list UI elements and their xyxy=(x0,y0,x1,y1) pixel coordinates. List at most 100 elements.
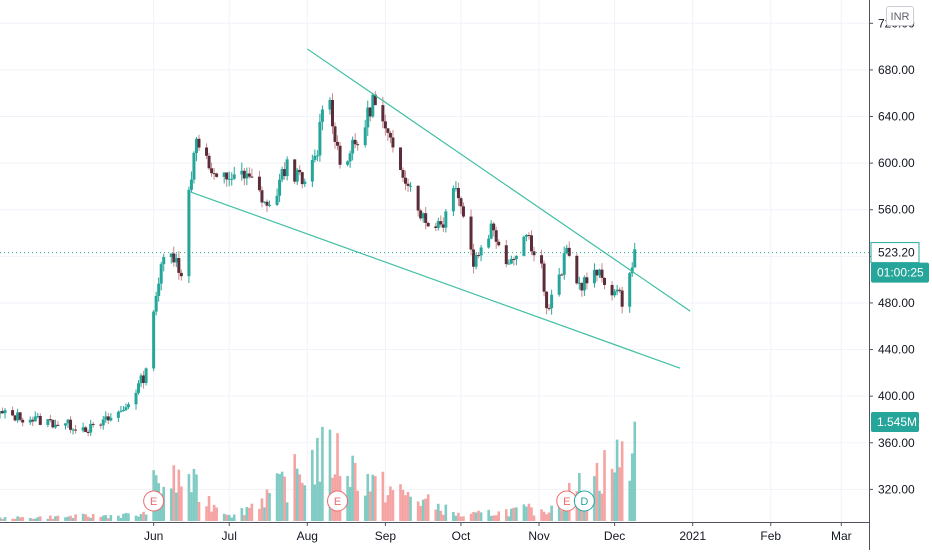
event-marker[interactable]: E xyxy=(143,490,165,512)
candle xyxy=(472,243,476,274)
candle xyxy=(51,418,55,429)
candle-body xyxy=(265,201,269,206)
grid-lines xyxy=(0,0,869,522)
candle xyxy=(545,290,549,315)
candle-body xyxy=(124,407,128,411)
candle-body xyxy=(540,255,544,264)
candle-body xyxy=(532,251,536,256)
candle-body xyxy=(109,417,113,421)
volume-bar xyxy=(265,489,269,521)
candle xyxy=(84,425,88,433)
candle-body xyxy=(262,201,266,203)
candle xyxy=(69,416,73,434)
volume-bar xyxy=(595,462,599,521)
candle-body xyxy=(391,137,395,148)
candle-body xyxy=(371,94,375,117)
candle-body xyxy=(121,410,125,412)
candle xyxy=(91,421,95,428)
candle xyxy=(303,178,307,187)
candle xyxy=(262,201,266,204)
candle-body xyxy=(444,211,448,228)
volume-bar xyxy=(169,488,173,521)
candle-body xyxy=(600,269,604,278)
volume-bar xyxy=(258,508,261,521)
countdown-badge[interactable]: 01:00:25 xyxy=(871,262,929,283)
candle xyxy=(628,271,632,313)
event-circle[interactable] xyxy=(143,490,165,512)
candle-body xyxy=(597,269,601,276)
candle-body xyxy=(504,245,508,265)
candle-body xyxy=(152,311,156,369)
candle-body xyxy=(1,411,5,414)
time-tick-label: Mar xyxy=(831,529,852,543)
candle xyxy=(126,402,130,410)
volume-bar xyxy=(469,513,473,521)
candle xyxy=(101,415,105,430)
candle xyxy=(504,239,508,268)
volume-bar xyxy=(492,515,495,521)
candle xyxy=(194,136,198,162)
candle-body xyxy=(104,416,108,420)
candle-body xyxy=(472,249,476,267)
candle xyxy=(63,423,67,430)
volume-bar xyxy=(348,486,352,521)
candle-body xyxy=(363,127,367,146)
event-marker[interactable]: E xyxy=(327,490,349,512)
volume-bar xyxy=(303,485,307,521)
volume-bar xyxy=(459,516,463,521)
volume-bar xyxy=(477,510,480,521)
candle xyxy=(74,424,78,434)
volume-bar xyxy=(356,490,359,521)
candle-body xyxy=(401,169,405,178)
volume-badge[interactable]: 1.545M xyxy=(871,412,919,432)
candle xyxy=(227,171,231,187)
volume-bar xyxy=(298,474,302,521)
candle-body xyxy=(84,427,88,432)
time-tick-label: Feb xyxy=(760,529,781,543)
event-marker[interactable]: E xyxy=(556,490,578,512)
price-tick-label: 400.00 xyxy=(878,389,915,403)
volume-bar xyxy=(197,501,201,521)
candle-body xyxy=(172,253,176,263)
candle-body xyxy=(46,419,50,425)
candle-body xyxy=(439,221,443,225)
candle xyxy=(139,373,143,388)
candle xyxy=(192,151,196,184)
candle xyxy=(454,181,458,192)
event-marker[interactable]: D xyxy=(573,490,595,512)
candle-body xyxy=(31,419,35,422)
event-circle[interactable] xyxy=(327,490,349,512)
event-circle[interactable] xyxy=(573,490,595,512)
volume-bar xyxy=(137,516,140,521)
candle-body xyxy=(497,241,501,246)
volume-bar xyxy=(28,517,32,521)
trendline[interactable] xyxy=(306,48,691,312)
candle-body xyxy=(424,213,428,223)
volume-bar xyxy=(426,494,430,521)
candle-body xyxy=(194,138,198,154)
candle xyxy=(106,412,110,424)
candle xyxy=(434,222,438,232)
candle xyxy=(391,130,395,153)
volume-bar xyxy=(278,474,281,521)
trendline[interactable] xyxy=(191,191,681,369)
candle-body xyxy=(250,176,254,178)
candle-body xyxy=(74,429,78,431)
candle-body xyxy=(225,172,229,180)
candle-body xyxy=(383,121,387,129)
volume-bar xyxy=(530,507,533,521)
volume-bar xyxy=(424,498,427,521)
candle xyxy=(421,212,425,223)
trendlines[interactable] xyxy=(191,48,691,369)
volume-bar xyxy=(547,512,551,521)
candle xyxy=(295,168,299,185)
candle xyxy=(81,422,85,433)
candle-body xyxy=(245,173,249,179)
candle-body xyxy=(469,216,473,250)
volume-bar xyxy=(13,518,17,521)
currency-badge[interactable]: INR xyxy=(886,6,914,26)
